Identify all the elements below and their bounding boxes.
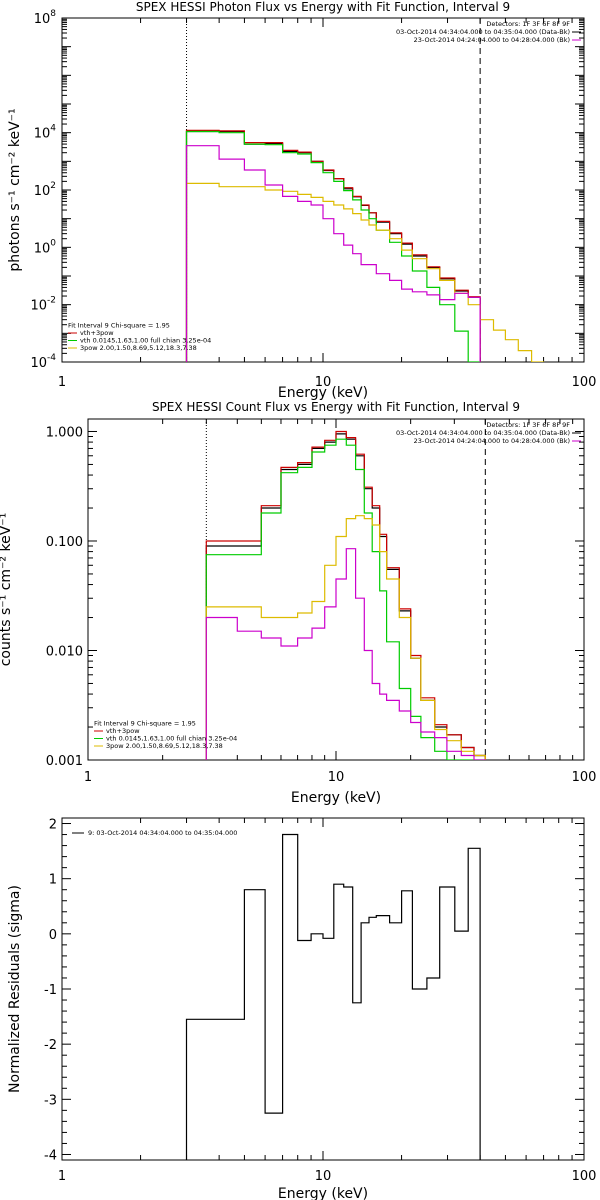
- series-group: [185, 833, 481, 1160]
- y-axis-label: Normalized Residuals (sigma): [7, 885, 23, 1093]
- plot-frame: [61, 17, 585, 363]
- x-tick-label: 100: [572, 770, 597, 785]
- fit-info-line: 3pow 2.00,1.50,8.69,5.12,18.3,7.38: [106, 742, 223, 750]
- series-thermal: [205, 438, 486, 760]
- series-residuals: [185, 833, 481, 1160]
- series-pileup: [205, 548, 486, 760]
- y-tick-label: 10-2: [30, 296, 56, 314]
- x-tick-label: 100: [572, 1169, 597, 1184]
- y-tick-label: 0.010: [46, 644, 83, 659]
- series-group: [185, 129, 545, 362]
- x-tick-label: 10: [315, 1169, 332, 1184]
- series-model-total: [185, 129, 481, 362]
- chart-panel-2: SPEX HESSI Count Flux vs Energy with Fit…: [0, 400, 596, 806]
- series-thermal: [185, 130, 481, 362]
- y-tick-label: 1: [49, 873, 57, 888]
- header-line: 23-Oct-2014 04:24:04.000 to 04:28:04.000…: [414, 36, 570, 44]
- fit-info-line: 3pow 2.00,1.50,8.69,5.12,18.3,7.38: [80, 344, 197, 352]
- x-tick-label: 100: [572, 375, 597, 390]
- x-tick-label: 10: [328, 770, 345, 785]
- x-tick-label: 10: [315, 375, 332, 390]
- y-tick-label: -3: [44, 1093, 57, 1108]
- series-model-total: [205, 430, 486, 760]
- fit-info-line: Fit Interval 9 Chi-square = 1.95: [94, 720, 196, 728]
- y-tick-label: 100: [34, 238, 57, 256]
- series-group: [205, 430, 486, 760]
- x-axis-label: Energy (keV): [278, 1186, 368, 1200]
- series-nonthermal-3pow: [205, 515, 486, 760]
- fit-info-line: Fit Interval 9 Chi-square = 1.95: [68, 322, 170, 330]
- y-tick-label: 108: [34, 9, 57, 27]
- x-tick-label: 1: [58, 1169, 66, 1184]
- legend-text: 9: 03-Oct-2014 04:34:04.000 to 04:35:04.…: [88, 829, 237, 837]
- header-line: Detectors: 1F 3F 6F 8F 9F: [486, 421, 570, 429]
- header-line: 23-Oct-2014 04:24:04.000 to 04:28:04.000…: [414, 437, 570, 445]
- x-axis-label: Energy (keV): [278, 385, 368, 401]
- chart-panel-1: SPEX HESSI Photon Flux vs Energy with Fi…: [7, 0, 596, 401]
- y-tick-label: -1: [44, 983, 57, 998]
- chart-panel-3: 1 10 100 Energy (keV) -4 -3 -2 -1 0 1 2 Normalized …: [7, 817, 597, 1200]
- y-tick-label: 102: [34, 181, 56, 199]
- y-tick-label: 10-4: [30, 353, 56, 371]
- series-data: [205, 433, 486, 760]
- chart-title: SPEX HESSI Photon Flux vs Energy with Fi…: [136, 0, 510, 14]
- series-data: [185, 130, 481, 362]
- fit-info-line: vth+3pow: [106, 727, 140, 735]
- series-nonthermal-3pow: [185, 182, 545, 362]
- header-line: 03-Oct-2014 04:34:04.000 to 04:35:04.000…: [396, 429, 570, 437]
- fit-info-line: vth+3pow: [80, 329, 114, 337]
- y-axis-label: photons s⁻¹ cm⁻² keV⁻¹: [7, 108, 23, 271]
- fit-info-line: vth 0.0145,1.63,1.00 full chian 3.25e-04: [106, 735, 237, 743]
- x-axis-label: Energy (keV): [291, 790, 381, 806]
- y-axis-label: counts s⁻¹ cm⁻² keV⁻¹: [0, 513, 14, 667]
- y-tick-label: 0.001: [46, 754, 83, 769]
- x-tick-label: 1: [84, 770, 92, 785]
- header-line: Detectors: 1F 3F 6F 8F 9F: [486, 20, 570, 28]
- y-tick-label: -4: [44, 1148, 57, 1163]
- chart-title: SPEX HESSI Count Flux vs Energy with Fit…: [152, 400, 520, 414]
- y-tick-label: 0.100: [46, 535, 83, 550]
- x-tick-label: 1: [58, 375, 66, 390]
- plot-frame: [61, 817, 585, 1161]
- y-tick-label: -2: [44, 1038, 57, 1053]
- y-tick-label: 104: [34, 124, 57, 142]
- y-tick-label: 1.000: [46, 425, 83, 440]
- y-tick-label: 2: [49, 818, 57, 833]
- fit-info-line: vth 0.0145,1.63,1.00 full chian 3.25e-04: [80, 337, 211, 345]
- header-line: 03-Oct-2014 04:34:04.000 to 04:35:04.000…: [396, 28, 570, 36]
- y-tick-label: 0: [49, 928, 57, 943]
- series-pileup: [185, 145, 481, 362]
